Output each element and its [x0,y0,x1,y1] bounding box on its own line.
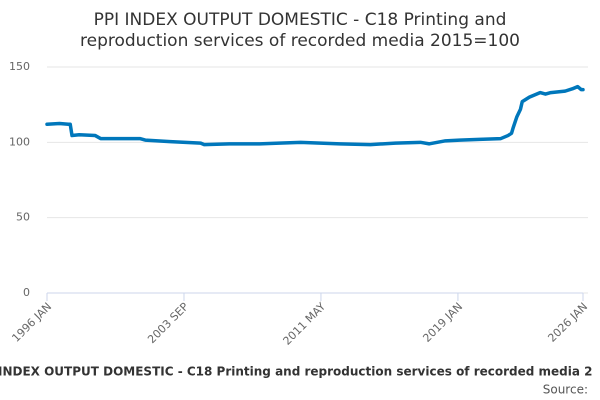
data-line [45,84,585,147]
x-tick-label: 1996 JAN [9,300,54,345]
x-tick-label: 2026 JAN [545,300,590,345]
chart-title-line: reproduction services of recorded media … [80,31,520,51]
x-tick-label: 2011 MAY [281,300,329,348]
caption: INDEX OUTPUT DOMESTIC - C18 Printing and… [0,365,593,379]
source: Source: [543,383,588,397]
y-tick-label: 100 [9,135,30,148]
x-tick-label: 2019 JAN [420,300,465,345]
y-tick-label: 0 [23,286,30,299]
y-tick-label: 150 [9,60,30,73]
y-tick-label: 50 [16,211,30,224]
x-tick-label: 2003 SEP [145,300,191,346]
chart-title-line: PPI INDEX OUTPUT DOMESTIC - C18 Printing… [94,10,507,30]
